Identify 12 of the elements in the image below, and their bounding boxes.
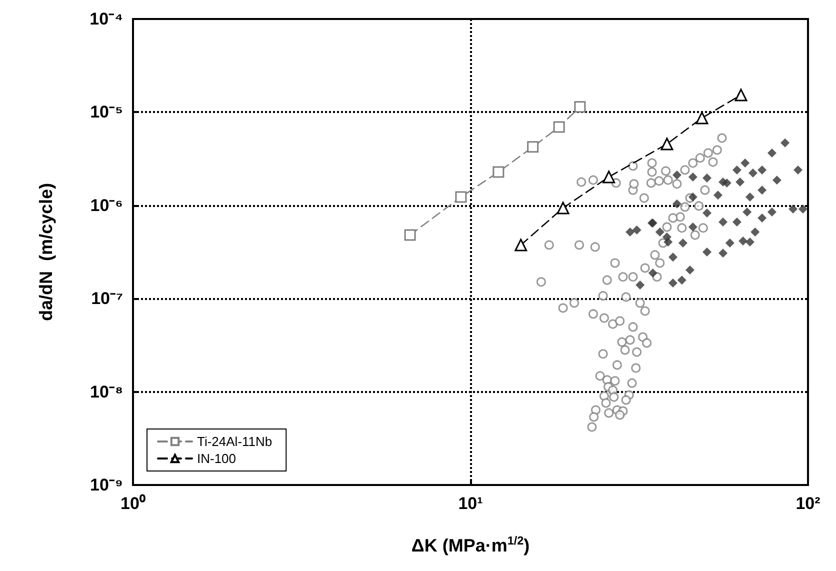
y-tick-label: 10⁻⁴ [90,10,123,28]
y-tick-label: 10⁻⁸ [90,382,123,402]
x-tick-label: 10¹ [458,494,484,513]
y-tick-label: 10⁻⁶ [90,196,123,215]
x-tick-label: 10⁰ [120,494,146,513]
legend-label: Ti-24Al-11Nb [197,434,272,449]
y-axis-title: da/dN (m/cycle) [36,182,56,322]
y-tick-label: 10⁻⁷ [91,289,123,308]
y-tick-label: 10⁻⁵ [90,102,123,122]
x-tick-label: 10² [796,494,821,513]
y-tick-label: 10⁻⁹ [90,476,123,494]
legend-label: IN-100 [197,451,236,466]
